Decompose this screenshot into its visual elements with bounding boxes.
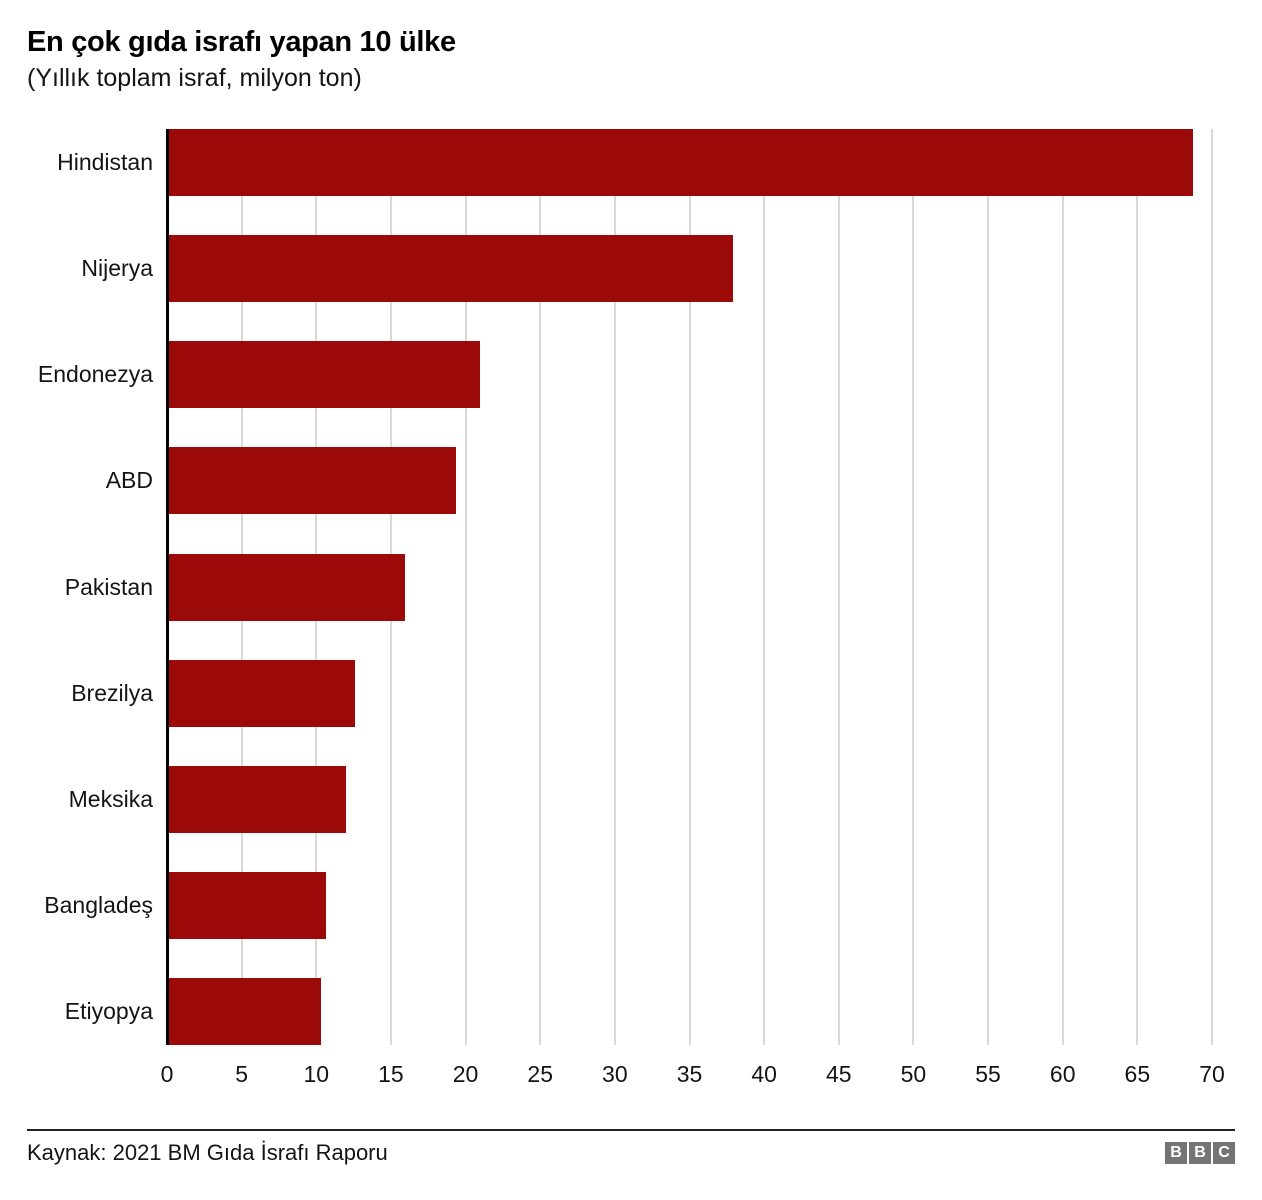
x-tick-label: 45 — [825, 1061, 852, 1087]
x-tick-label: 0 — [160, 1061, 174, 1087]
bar-track — [167, 341, 1212, 409]
chart-container: En çok gıda israfı yapan 10 ülke (Yıllık… — [27, 26, 1235, 1166]
bar-row: Endonezya — [27, 341, 1235, 409]
bar-row: Pakistan — [27, 553, 1235, 621]
bar — [167, 447, 456, 515]
gridline — [987, 129, 990, 1045]
gridline — [1061, 129, 1064, 1045]
bar-rows: Hindistan Nijerya Endonezya ABD Pakistan Brez… — [27, 129, 1235, 1045]
x-axis: 0 5 10 15 20 25 30 35 40 45 50 55 60 65 70 — [161, 1061, 1225, 1093]
category-label: Etiyopya — [64, 998, 153, 1024]
bar-track — [167, 871, 1212, 939]
gridline — [1136, 129, 1139, 1045]
x-tick-label: 55 — [975, 1061, 1001, 1087]
x-tick-label: 5 — [235, 1061, 249, 1087]
x-tick-label: 10 — [303, 1061, 330, 1087]
category-label: ABD — [105, 467, 153, 494]
gridline — [763, 129, 766, 1045]
bar-track — [167, 553, 1212, 621]
bar-track — [167, 765, 1212, 833]
category-label: Brezilya — [71, 679, 153, 706]
bar-track — [167, 447, 1212, 515]
gridline — [464, 129, 467, 1045]
bar-row: ABD — [27, 447, 1235, 515]
gridline — [912, 129, 915, 1045]
bar — [167, 978, 322, 1045]
bar-track — [167, 978, 1212, 1045]
gridline — [613, 129, 616, 1045]
x-tick-label: 25 — [527, 1061, 553, 1087]
bbc-logo-square: B — [1189, 1142, 1211, 1164]
bar — [167, 235, 734, 303]
x-tick-label: 50 — [900, 1061, 927, 1087]
chart-subtitle: (Yıllık toplam israf, milyon ton) — [27, 64, 362, 92]
bar — [167, 553, 406, 621]
x-tick-label: 15 — [378, 1061, 404, 1087]
bar — [167, 659, 355, 727]
chart-title: En çok gıda israfı yapan 10 ülke — [27, 26, 456, 58]
bar-row: Hindistan — [27, 129, 1235, 196]
bar-row: Etiyopya — [27, 978, 1235, 1045]
bbc-logo-square: C — [1213, 1142, 1235, 1164]
bar-track — [167, 129, 1212, 196]
bar-row: Brezilya — [27, 659, 1235, 727]
category-label: Endonezya — [37, 361, 153, 388]
bar-track — [167, 659, 1212, 727]
bbc-logo-square: B — [1165, 1142, 1187, 1164]
gridline — [539, 129, 542, 1045]
footer-divider — [27, 1129, 1235, 1131]
category-label: Bangladeş — [44, 891, 153, 918]
bar — [167, 765, 346, 833]
category-label: Hindistan — [57, 149, 153, 175]
y-axis-line — [166, 129, 169, 1045]
x-tick-label: 65 — [1124, 1061, 1151, 1087]
category-label: Meksika — [68, 785, 153, 812]
bar-track — [167, 235, 1212, 303]
plot-area: Hindistan Nijerya Endonezya ABD Pakistan Brez… — [27, 129, 1235, 1045]
x-tick-label: 20 — [452, 1061, 479, 1087]
bar — [167, 341, 480, 409]
bar — [167, 871, 326, 939]
x-tick-label: 30 — [602, 1061, 628, 1087]
gridline — [688, 129, 691, 1045]
gridline — [1211, 129, 1213, 1045]
gridline — [837, 129, 840, 1045]
chart-header: En çok gıda israfı yapan 10 ülke (Yıllık… — [27, 26, 1235, 93]
category-label: Pakistan — [64, 573, 153, 600]
bar — [167, 129, 1194, 196]
x-tick-label: 60 — [1049, 1061, 1076, 1087]
x-tick-label: 35 — [676, 1061, 703, 1087]
bar-row: Meksika — [27, 765, 1235, 833]
bar-row: Bangladeş — [27, 871, 1235, 939]
bar-row: Nijerya — [27, 235, 1235, 303]
x-tick-label: 40 — [751, 1061, 777, 1087]
category-label: Nijerya — [81, 255, 153, 282]
x-tick-label: 70 — [1199, 1061, 1225, 1087]
source-text: Kaynak: 2021 BM Gıda İsrafı Raporu — [27, 1140, 388, 1165]
